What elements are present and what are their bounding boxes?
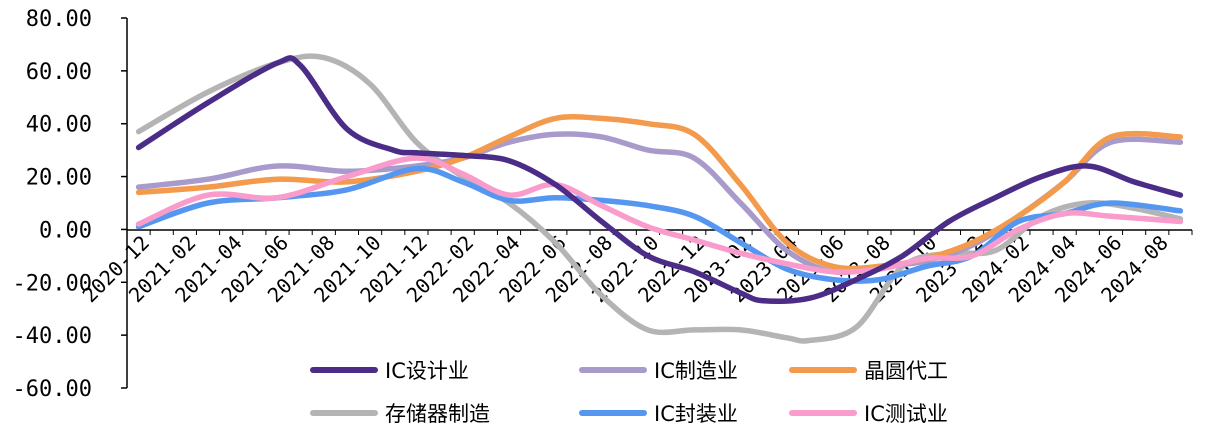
y-axis: 80.0060.0040.0020.000.00-20.00-40.00-60.… xyxy=(13,7,127,402)
y-tick-label: -40.00 xyxy=(13,324,92,349)
legend-label: IC设计业 xyxy=(385,359,469,383)
legend-label: 晶圆代工 xyxy=(864,359,948,383)
y-tick-label: 0.00 xyxy=(39,218,92,243)
y-tick-label: 20.00 xyxy=(26,166,92,191)
legend-item-0: IC设计业 xyxy=(313,359,469,383)
y-tick-label: 60.00 xyxy=(26,60,92,85)
y-tick-label: 40.00 xyxy=(26,113,92,138)
y-tick-label: 80.00 xyxy=(26,7,92,32)
x-axis: 2020-122021-022021-042021-062021-082021-… xyxy=(78,230,1192,307)
y-tick-label: -60.00 xyxy=(13,377,92,402)
legend-item-2: 晶圆代工 xyxy=(792,359,948,383)
legend-label: IC测试业 xyxy=(864,402,948,426)
legend-item-4: IC封装业 xyxy=(582,402,738,426)
legend-label: IC封装业 xyxy=(654,402,738,426)
legend-item-5: IC测试业 xyxy=(792,402,948,426)
legend-label: IC制造业 xyxy=(654,359,738,383)
legend-label: 存储器制造 xyxy=(385,402,490,426)
legend-item-1: IC制造业 xyxy=(582,359,738,383)
legend-item-3: 存储器制造 xyxy=(313,402,490,426)
